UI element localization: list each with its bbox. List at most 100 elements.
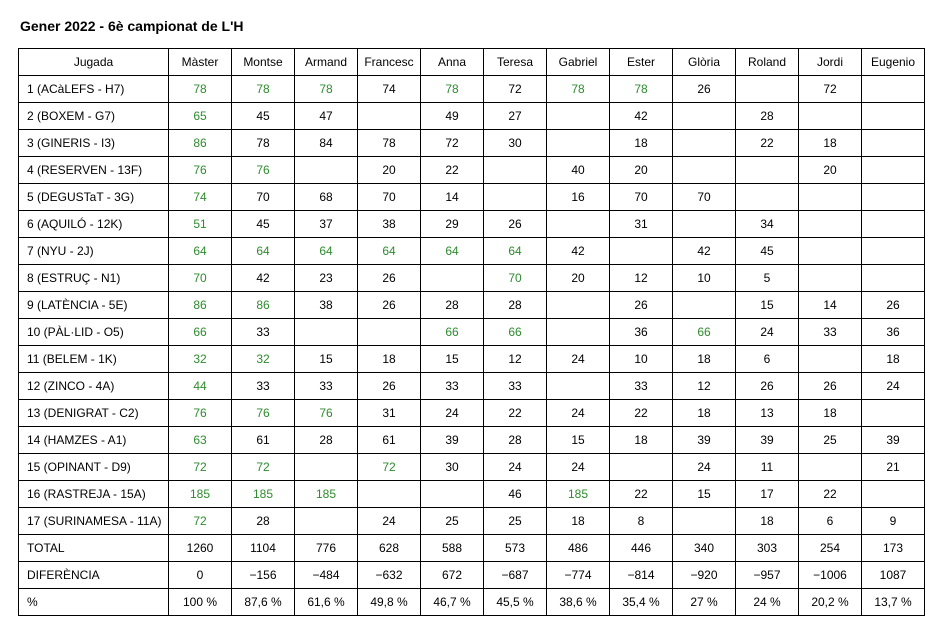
- score-cell: [862, 103, 925, 130]
- summary-cell: 24 %: [736, 589, 799, 616]
- score-cell: 64: [484, 238, 547, 265]
- col-header-player: Anna: [421, 49, 484, 76]
- col-header-player: Teresa: [484, 49, 547, 76]
- score-cell: [862, 238, 925, 265]
- score-cell: 14: [421, 184, 484, 211]
- score-cell: 76: [232, 400, 295, 427]
- score-cell: 32: [232, 346, 295, 373]
- score-cell: [673, 103, 736, 130]
- score-cell: 15: [547, 427, 610, 454]
- col-header-player: Gabriel: [547, 49, 610, 76]
- score-cell: 12: [610, 265, 673, 292]
- score-cell: 49: [421, 103, 484, 130]
- score-cell: [547, 319, 610, 346]
- score-cell: 20: [547, 265, 610, 292]
- score-cell: [862, 130, 925, 157]
- score-cell: [295, 319, 358, 346]
- summary-cell: 49,8 %: [358, 589, 421, 616]
- score-cell: 38: [358, 211, 421, 238]
- score-cell: [673, 157, 736, 184]
- summary-cell: 628: [358, 535, 421, 562]
- score-cell: 78: [232, 130, 295, 157]
- score-cell: 33: [232, 373, 295, 400]
- summary-cell: 254: [799, 535, 862, 562]
- score-cell: 63: [169, 427, 232, 454]
- score-cell: 33: [232, 319, 295, 346]
- col-header-player: Màster: [169, 49, 232, 76]
- summary-cell: 13,7 %: [862, 589, 925, 616]
- table-row: 9 (LATÈNCIA - 5E)86863826282826151426: [19, 292, 925, 319]
- score-cell: 18: [799, 130, 862, 157]
- score-cell: 23: [295, 265, 358, 292]
- score-cell: 36: [862, 319, 925, 346]
- summary-cell: 27 %: [673, 589, 736, 616]
- score-cell: 14: [799, 292, 862, 319]
- summary-row: %100 %87,6 %61,6 %49,8 %46,7 %45,5 %38,6…: [19, 589, 925, 616]
- play-label: 14 (HAMZES - A1): [19, 427, 169, 454]
- col-header-player: Francesc: [358, 49, 421, 76]
- score-cell: 26: [799, 373, 862, 400]
- play-label: 1 (ACàLEFS - H7): [19, 76, 169, 103]
- table-row: 4 (RESERVEN - 13F)76762022402020: [19, 157, 925, 184]
- score-cell: 40: [547, 157, 610, 184]
- summary-cell: 573: [484, 535, 547, 562]
- score-cell: [862, 76, 925, 103]
- score-cell: [421, 265, 484, 292]
- score-cell: 86: [232, 292, 295, 319]
- score-cell: 70: [358, 184, 421, 211]
- score-cell: 28: [484, 292, 547, 319]
- score-cell: 26: [358, 292, 421, 319]
- score-cell: [673, 508, 736, 535]
- score-cell: [862, 400, 925, 427]
- score-cell: 10: [673, 265, 736, 292]
- score-cell: 6: [736, 346, 799, 373]
- summary-cell: −484: [295, 562, 358, 589]
- summary-row: DIFERÈNCIA0−156−484−632672−687−774−814−9…: [19, 562, 925, 589]
- score-cell: 18: [358, 346, 421, 373]
- score-cell: 74: [358, 76, 421, 103]
- score-cell: 39: [862, 427, 925, 454]
- score-cell: 24: [547, 346, 610, 373]
- score-cell: 42: [610, 103, 673, 130]
- score-cell: [358, 319, 421, 346]
- summary-cell: 87,6 %: [232, 589, 295, 616]
- score-cell: 12: [673, 373, 736, 400]
- score-cell: 31: [358, 400, 421, 427]
- score-cell: 26: [484, 211, 547, 238]
- score-cell: 17: [736, 481, 799, 508]
- score-cell: [295, 508, 358, 535]
- score-cell: [295, 454, 358, 481]
- score-cell: 20: [610, 157, 673, 184]
- score-cell: 16: [547, 184, 610, 211]
- score-cell: 76: [169, 400, 232, 427]
- score-cell: 72: [484, 76, 547, 103]
- table-row: 16 (RASTREJA - 15A)185185185461852215172…: [19, 481, 925, 508]
- score-cell: 78: [610, 76, 673, 103]
- col-header-player: Ester: [610, 49, 673, 76]
- score-cell: [547, 103, 610, 130]
- score-cell: [736, 76, 799, 103]
- score-cell: 15: [421, 346, 484, 373]
- col-header-player: Armand: [295, 49, 358, 76]
- play-label: 6 (AQUILÓ - 12K): [19, 211, 169, 238]
- table-row: 7 (NYU - 2J)646464646464424245: [19, 238, 925, 265]
- score-cell: 24: [862, 373, 925, 400]
- score-cell: 18: [547, 508, 610, 535]
- score-cell: [673, 130, 736, 157]
- score-cell: [862, 211, 925, 238]
- page-title: Gener 2022 - 6è campionat de L'H: [20, 18, 922, 34]
- score-cell: 10: [610, 346, 673, 373]
- score-cell: 15: [736, 292, 799, 319]
- col-header-player: Roland: [736, 49, 799, 76]
- summary-cell: 1260: [169, 535, 232, 562]
- score-cell: 26: [358, 373, 421, 400]
- score-cell: [736, 184, 799, 211]
- score-cell: 185: [295, 481, 358, 508]
- summary-cell: 38,6 %: [547, 589, 610, 616]
- score-cell: 36: [610, 319, 673, 346]
- score-cell: [484, 184, 547, 211]
- score-cell: 33: [484, 373, 547, 400]
- score-cell: 39: [736, 427, 799, 454]
- score-cell: 28: [232, 508, 295, 535]
- score-cell: 51: [169, 211, 232, 238]
